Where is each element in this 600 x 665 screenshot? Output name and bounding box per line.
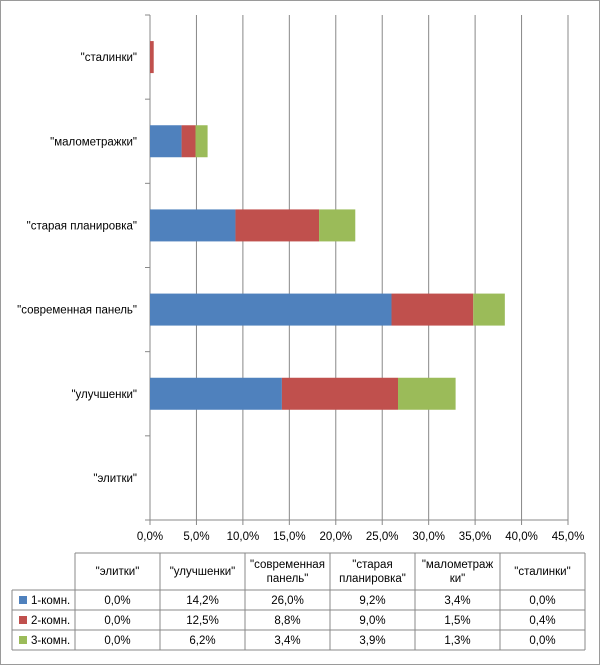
x-tick-label: 10,0% [227, 531, 260, 543]
table-value-cell: 3,9% [359, 635, 385, 647]
table-header-cell: "улучшенки" [170, 566, 236, 578]
bar-segment [391, 293, 474, 326]
table-value-cell: 0,0% [104, 595, 130, 607]
table-header-cell: "элитки" [96, 566, 140, 578]
x-tick-label: 20,0% [319, 531, 352, 543]
x-tick-label: 35,0% [459, 531, 492, 543]
bar-segment [281, 377, 399, 410]
legend-swatch [19, 636, 27, 644]
table-value-cell: 6,2% [189, 635, 215, 647]
x-tick-label: 5,0% [183, 531, 209, 543]
table-header-cell: "сталинки" [514, 566, 570, 578]
bar-segment [181, 125, 196, 158]
table-value-cell: 1,5% [444, 615, 470, 627]
bar-segment [150, 125, 182, 158]
category-label: "старая планировка" [27, 220, 137, 232]
table-value-cell: 1,3% [444, 635, 470, 647]
legend-swatch [19, 616, 27, 624]
table-value-cell: 0,0% [529, 595, 555, 607]
bar-segment [195, 125, 208, 158]
table-value-cell: 3,4% [444, 595, 470, 607]
legend-series-name: 3-комн. [31, 635, 70, 647]
x-tick-label: 25,0% [366, 531, 399, 543]
table-value-cell: 8,8% [274, 615, 300, 627]
bar-segment [473, 293, 505, 326]
table-value-cell: 9,0% [359, 615, 385, 627]
table-value-cell: 3,4% [274, 635, 300, 647]
x-tick-label: 0,0% [137, 531, 163, 543]
category-label: "элитки" [93, 473, 137, 485]
x-tick-label: 40,0% [505, 531, 538, 543]
table-value-cell: 0,0% [104, 635, 130, 647]
table-value-cell: 0,4% [529, 615, 555, 627]
table-header-cell: планировка" [339, 573, 406, 585]
category-label: "малометражки" [50, 136, 137, 148]
x-tick-label: 15,0% [273, 531, 306, 543]
table-value-cell: 14,2% [186, 595, 219, 607]
bar-segment [150, 377, 282, 410]
table-header-cell: "старая [352, 559, 392, 571]
bar-segment [150, 293, 392, 326]
legend-series-name: 1-комн. [31, 595, 70, 607]
table-header-cell: ки" [450, 573, 466, 585]
table-header-cell: панель" [267, 573, 309, 585]
table-value-cell: 0,0% [104, 615, 130, 627]
bar-segment [150, 41, 154, 74]
table-value-cell: 26,0% [271, 595, 304, 607]
bar-segment [319, 209, 356, 242]
bar-segment [150, 209, 236, 242]
table-header-cell: "малометраж [422, 559, 494, 571]
x-tick-label: 30,0% [412, 531, 445, 543]
table-header-cell: "современная [250, 559, 325, 571]
table-value-cell: 0,0% [529, 635, 555, 647]
table-value-cell: 9,2% [359, 595, 385, 607]
category-label: "сталинки" [81, 52, 137, 64]
bar-segment [235, 209, 320, 242]
table-value-cell: 12,5% [186, 615, 219, 627]
legend-swatch [19, 596, 27, 604]
x-tick-label: 45,0% [552, 531, 585, 543]
legend-series-name: 2-комн. [31, 615, 70, 627]
category-label: "улучшенки" [71, 389, 137, 401]
category-label: "современная панель" [17, 305, 137, 317]
bar-segment [398, 377, 456, 410]
